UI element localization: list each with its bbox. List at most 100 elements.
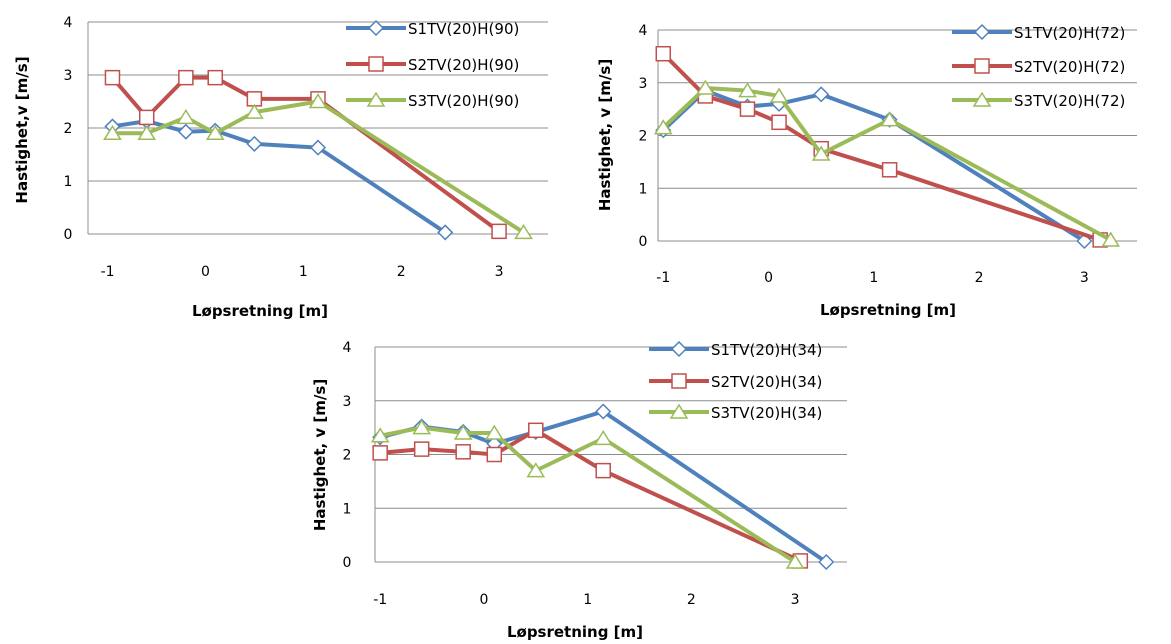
x-tick-label: 0 (479, 592, 488, 608)
data-point (881, 162, 898, 178)
data-point (207, 69, 223, 86)
legend-marker (972, 91, 992, 107)
series-3 (103, 93, 533, 240)
data-point (372, 445, 388, 461)
y-axis-label: Hastighet, v [m/s] (596, 59, 614, 211)
data-point (104, 69, 121, 86)
data-point (308, 93, 328, 109)
x-axis-label: Løpsretning [m] (192, 302, 328, 320)
y-tick-label: 2 (64, 121, 73, 137)
x-tick-label: 3 (495, 264, 504, 280)
legend-marker (973, 23, 991, 41)
legend-marker (670, 340, 688, 358)
y-tick-label: 0 (64, 227, 73, 243)
data-point (595, 403, 612, 420)
data-point (205, 124, 225, 141)
data-point (178, 69, 194, 86)
y-axis-label: Hastighet, v [m/s] (311, 379, 329, 531)
data-point (103, 124, 122, 141)
data-point (818, 553, 835, 571)
legend-label: S1TV(20)H(34) (711, 341, 822, 359)
data-point (491, 223, 507, 240)
y-tick-label: 1 (343, 501, 352, 517)
data-point (739, 101, 756, 117)
x-tick-label: 2 (397, 264, 406, 280)
legend-marker (367, 19, 385, 37)
data-point (453, 424, 473, 440)
x-tick-label: 3 (791, 592, 800, 608)
data-point (437, 224, 454, 241)
legend-label: S2TV(20)H(90) (408, 56, 519, 74)
data-point (486, 446, 503, 463)
data-point (653, 119, 673, 135)
data-point (309, 139, 327, 156)
legend-label: S3TV(20)H(72) (1014, 92, 1125, 110)
x-tick-label: -1 (373, 592, 387, 608)
chart-2: 0 1 2 3 4 -1 0 1 2 3 Løpsretning [m] Hastighet, v [… (596, 23, 1137, 319)
x-tick-label: 2 (687, 592, 696, 608)
y-tick-label: 3 (64, 68, 73, 84)
data-point (880, 111, 899, 127)
data-point (593, 429, 613, 446)
data-point (738, 82, 757, 98)
legend-label: S3TV(20)H(34) (711, 404, 822, 422)
data-point (413, 441, 430, 457)
series-2 (655, 45, 1108, 248)
y-tick-label: 2 (639, 129, 648, 145)
data-point (528, 422, 544, 439)
data-point (176, 108, 196, 125)
data-point (1101, 231, 1121, 247)
y-tick-label: 0 (639, 234, 648, 250)
y-tick-label: 2 (343, 448, 352, 464)
data-point (455, 444, 471, 460)
series-3 (370, 419, 805, 569)
legend-marker (368, 56, 384, 72)
legend-label: S2TV(20)H(72) (1014, 58, 1125, 76)
x-tick-label: 2 (975, 270, 984, 286)
data-point (138, 109, 155, 126)
data-point (595, 462, 611, 479)
series-1 (104, 113, 454, 241)
x-tick-label: 1 (583, 592, 592, 608)
legend: S1TV(20)H(72) S2TV(20)H(72) S3TV(20)H(72) (952, 23, 1125, 110)
data-point (769, 87, 789, 103)
x-axis-label: Løpsretning [m] (820, 301, 956, 319)
y-tick-label: 0 (343, 555, 352, 571)
chart-3: 0 1 2 3 4 -1 0 1 2 3 Løpsretning [m] Hastighet, v [… (311, 340, 847, 641)
legend-label: S2TV(20)H(34) (711, 373, 822, 391)
series-line (112, 99, 525, 235)
data-point (177, 123, 194, 140)
legend: S1TV(20)H(90) S2TV(20)H(90) S3TV(20)H(90) (346, 19, 519, 110)
legend-label: S1TV(20)H(72) (1014, 24, 1125, 42)
data-point (655, 45, 672, 62)
legend-marker (974, 58, 990, 74)
y-axis-label: Hastighet,v [m/s] (13, 56, 31, 203)
series-line (380, 428, 802, 563)
y-tick-label: 4 (343, 340, 352, 356)
legend-marker (671, 373, 687, 389)
y-tick-label: 4 (639, 23, 648, 39)
chart-1: 0 1 2 3 4 -1 0 1 2 3 Løpsretning [m] Hastighet,v [m… (13, 15, 548, 320)
y-tick-label: 1 (639, 181, 648, 197)
data-point (811, 145, 831, 161)
legend-marker (366, 91, 386, 107)
x-tick-label: 3 (1080, 270, 1089, 286)
y-tick-label: 1 (64, 174, 73, 190)
series-3 (653, 79, 1121, 247)
data-point (526, 462, 546, 478)
x-axis-label: Løpsretning [m] (507, 623, 643, 641)
data-point (245, 103, 264, 119)
x-tick-label: -1 (101, 264, 115, 280)
series-line (112, 119, 447, 235)
data-point (813, 86, 830, 103)
legend-marker (669, 403, 689, 419)
y-tick-label: 3 (343, 394, 352, 410)
data-point (412, 419, 432, 435)
legend-label: S3TV(20)H(90) (408, 92, 519, 110)
x-tick-label: -1 (656, 270, 670, 286)
legend: S1TV(20)H(34) S2TV(20)H(34) S3TV(20)H(34) (649, 340, 822, 422)
x-tick-label: 1 (869, 270, 878, 286)
data-point (137, 124, 157, 141)
series-line (379, 425, 797, 564)
